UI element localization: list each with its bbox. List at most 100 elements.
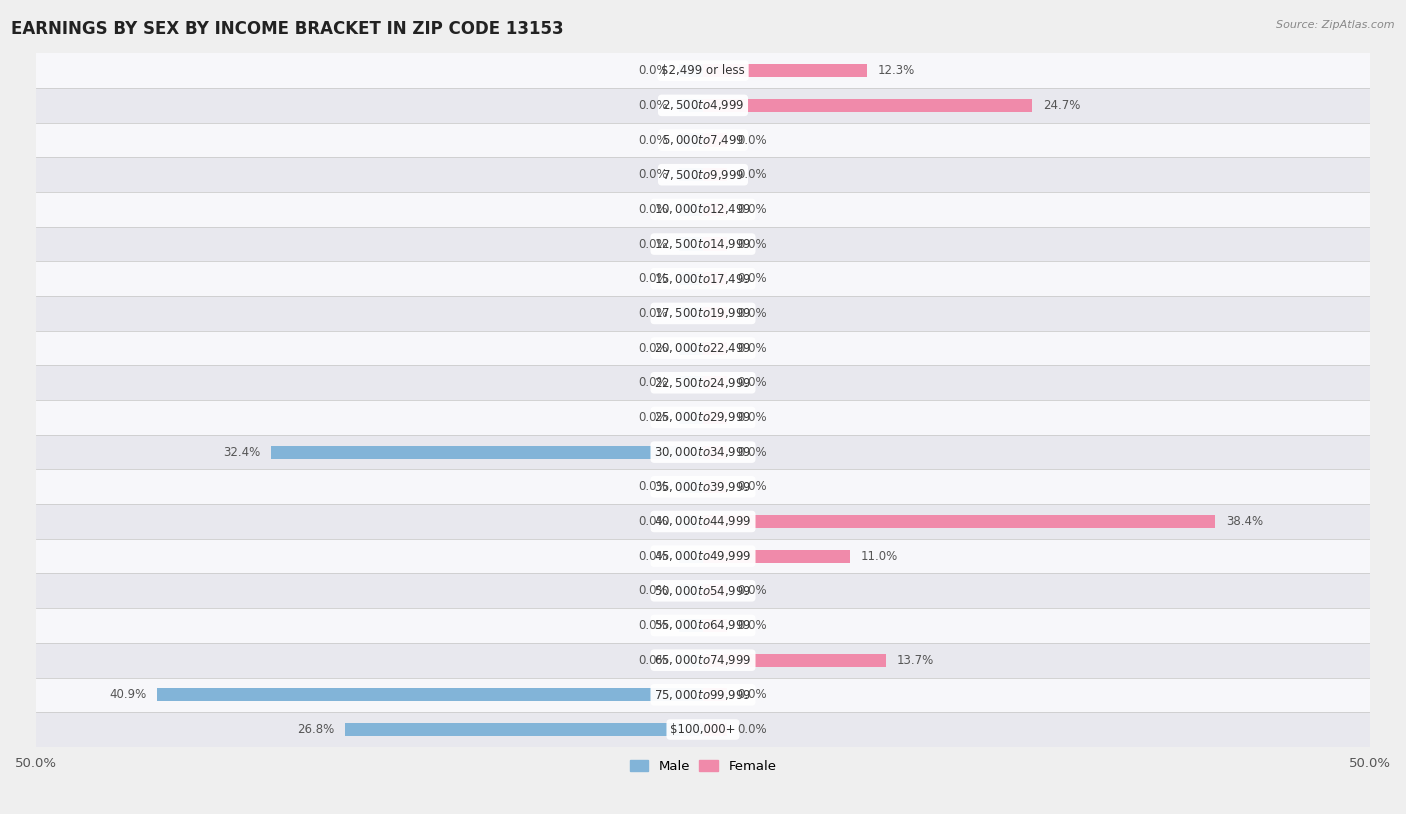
Bar: [703, 238, 727, 251]
Text: 13.7%: 13.7%: [897, 654, 934, 667]
Text: EARNINGS BY SEX BY INCOME BRACKET IN ZIP CODE 13153: EARNINGS BY SEX BY INCOME BRACKET IN ZIP…: [11, 20, 564, 38]
Bar: [0, 54, 1406, 88]
Legend: Male, Female: Male, Female: [624, 755, 782, 778]
Bar: [703, 619, 727, 632]
Text: 0.0%: 0.0%: [638, 376, 668, 389]
Bar: [0, 470, 1406, 504]
Text: 0.0%: 0.0%: [738, 376, 768, 389]
Bar: [0, 192, 1406, 227]
Bar: [679, 307, 703, 320]
Bar: [679, 98, 703, 112]
Text: $2,499 or less: $2,499 or less: [661, 64, 745, 77]
Bar: [0, 574, 1406, 608]
Bar: [679, 411, 703, 424]
Text: 0.0%: 0.0%: [738, 203, 768, 216]
Bar: [271, 445, 703, 459]
Bar: [0, 643, 1406, 677]
Bar: [0, 296, 1406, 330]
Bar: [679, 549, 703, 562]
Bar: [703, 307, 727, 320]
Text: 0.0%: 0.0%: [638, 515, 668, 528]
Text: 12.3%: 12.3%: [877, 64, 915, 77]
Text: 32.4%: 32.4%: [224, 445, 260, 458]
Text: 0.0%: 0.0%: [638, 64, 668, 77]
Text: $100,000+: $100,000+: [671, 723, 735, 736]
Text: 0.0%: 0.0%: [638, 549, 668, 562]
Text: 0.0%: 0.0%: [738, 133, 768, 147]
Text: $65,000 to $74,999: $65,000 to $74,999: [654, 653, 752, 667]
Bar: [0, 88, 1406, 123]
Bar: [679, 376, 703, 389]
Bar: [679, 238, 703, 251]
Text: $10,000 to $12,499: $10,000 to $12,499: [654, 203, 752, 217]
Bar: [703, 723, 727, 736]
Bar: [0, 365, 1406, 400]
Bar: [679, 619, 703, 632]
Bar: [703, 342, 727, 355]
Bar: [703, 272, 727, 286]
Text: 0.0%: 0.0%: [738, 619, 768, 632]
Bar: [346, 723, 703, 736]
Text: 0.0%: 0.0%: [638, 203, 668, 216]
Text: 0.0%: 0.0%: [638, 654, 668, 667]
Bar: [703, 445, 727, 459]
Bar: [679, 480, 703, 493]
Text: $75,000 to $99,999: $75,000 to $99,999: [654, 688, 752, 702]
Bar: [679, 168, 703, 182]
Text: 26.8%: 26.8%: [298, 723, 335, 736]
Text: 0.0%: 0.0%: [638, 411, 668, 424]
Bar: [679, 203, 703, 216]
Text: 0.0%: 0.0%: [738, 168, 768, 182]
Bar: [703, 584, 727, 597]
Bar: [0, 677, 1406, 712]
Bar: [679, 64, 703, 77]
Bar: [703, 411, 727, 424]
Bar: [703, 480, 727, 493]
Text: 0.0%: 0.0%: [638, 480, 668, 493]
Bar: [0, 539, 1406, 574]
Bar: [157, 689, 703, 702]
Text: 0.0%: 0.0%: [638, 342, 668, 355]
Text: $50,000 to $54,999: $50,000 to $54,999: [654, 584, 752, 597]
Text: $2,500 to $4,999: $2,500 to $4,999: [662, 98, 744, 112]
Text: $22,500 to $24,999: $22,500 to $24,999: [654, 376, 752, 390]
Text: $45,000 to $49,999: $45,000 to $49,999: [654, 549, 752, 563]
Text: $55,000 to $64,999: $55,000 to $64,999: [654, 619, 752, 632]
Bar: [0, 261, 1406, 296]
Text: $17,500 to $19,999: $17,500 to $19,999: [654, 306, 752, 321]
Bar: [703, 98, 1032, 112]
Bar: [703, 64, 868, 77]
Text: $25,000 to $29,999: $25,000 to $29,999: [654, 410, 752, 424]
Text: $30,000 to $34,999: $30,000 to $34,999: [654, 445, 752, 459]
Text: 38.4%: 38.4%: [1226, 515, 1263, 528]
Bar: [703, 515, 1215, 528]
Bar: [703, 689, 727, 702]
Text: 0.0%: 0.0%: [738, 689, 768, 702]
Text: 40.9%: 40.9%: [110, 689, 146, 702]
Bar: [703, 133, 727, 147]
Text: $20,000 to $22,499: $20,000 to $22,499: [654, 341, 752, 355]
Bar: [703, 654, 886, 667]
Bar: [0, 157, 1406, 192]
Bar: [679, 342, 703, 355]
Text: 0.0%: 0.0%: [738, 272, 768, 285]
Bar: [0, 435, 1406, 470]
Text: 0.0%: 0.0%: [738, 342, 768, 355]
Bar: [679, 654, 703, 667]
Bar: [679, 584, 703, 597]
Text: 0.0%: 0.0%: [638, 133, 668, 147]
Bar: [703, 203, 727, 216]
Bar: [0, 504, 1406, 539]
Text: 0.0%: 0.0%: [638, 584, 668, 597]
Text: 0.0%: 0.0%: [638, 619, 668, 632]
Text: 0.0%: 0.0%: [738, 480, 768, 493]
Text: 0.0%: 0.0%: [638, 307, 668, 320]
Text: 24.7%: 24.7%: [1043, 98, 1081, 112]
Bar: [0, 227, 1406, 261]
Bar: [0, 400, 1406, 435]
Text: 0.0%: 0.0%: [638, 168, 668, 182]
Bar: [679, 272, 703, 286]
Text: $40,000 to $44,999: $40,000 to $44,999: [654, 514, 752, 528]
Text: $12,500 to $14,999: $12,500 to $14,999: [654, 237, 752, 251]
Bar: [0, 608, 1406, 643]
